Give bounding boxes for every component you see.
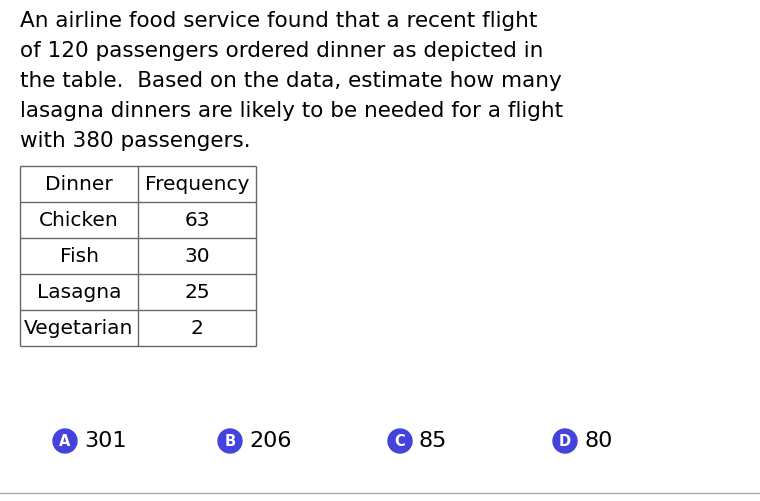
Text: Lasagna: Lasagna bbox=[36, 283, 122, 302]
Text: D: D bbox=[559, 433, 571, 448]
Text: C: C bbox=[394, 433, 405, 448]
Text: lasagna dinners are likely to be needed for a flight: lasagna dinners are likely to be needed … bbox=[20, 101, 563, 121]
Text: 80: 80 bbox=[584, 431, 613, 451]
Text: 30: 30 bbox=[184, 246, 210, 266]
Text: Chicken: Chicken bbox=[39, 210, 119, 229]
Circle shape bbox=[218, 429, 242, 453]
Text: 2: 2 bbox=[191, 319, 204, 338]
Text: 206: 206 bbox=[249, 431, 292, 451]
Text: with 380 passengers.: with 380 passengers. bbox=[20, 131, 251, 151]
Text: An airline food service found that a recent flight: An airline food service found that a rec… bbox=[20, 11, 537, 31]
Text: 63: 63 bbox=[184, 210, 210, 229]
Text: of 120 passengers ordered dinner as depicted in: of 120 passengers ordered dinner as depi… bbox=[20, 41, 543, 61]
Text: A: A bbox=[59, 433, 71, 448]
Text: 25: 25 bbox=[184, 283, 210, 302]
Text: Fish: Fish bbox=[59, 246, 99, 266]
Circle shape bbox=[53, 429, 77, 453]
Text: Vegetarian: Vegetarian bbox=[24, 319, 134, 338]
Text: Frequency: Frequency bbox=[145, 174, 249, 193]
Text: Dinner: Dinner bbox=[45, 174, 113, 193]
Circle shape bbox=[553, 429, 577, 453]
Text: B: B bbox=[224, 433, 236, 448]
Text: 85: 85 bbox=[419, 431, 448, 451]
Text: the table.  Based on the data, estimate how many: the table. Based on the data, estimate h… bbox=[20, 71, 562, 91]
Circle shape bbox=[388, 429, 412, 453]
Text: 301: 301 bbox=[84, 431, 126, 451]
